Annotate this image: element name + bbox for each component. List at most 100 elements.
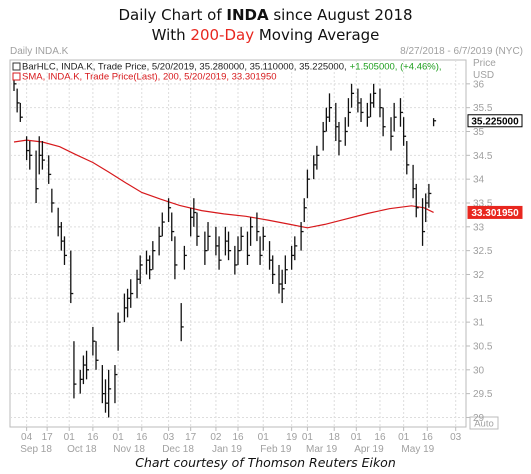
hlc-bar [382, 107, 386, 137]
x-month-label: Sep 18 [20, 444, 52, 455]
x-tick-label: 03 [450, 432, 462, 443]
y-tick-label: 33 [473, 222, 485, 233]
hlc-bar [240, 226, 244, 251]
hlc-bar [373, 83, 377, 108]
hlc-bar [218, 236, 222, 270]
hlc-bar [193, 198, 197, 227]
y-tick-label: 31.5 [473, 294, 493, 305]
x-tick-label: 18 [329, 432, 341, 443]
hlc-bar [101, 365, 105, 404]
x-tick-label: 03 [163, 432, 175, 443]
chart-date-range: 8/27/2018 - 6/7/2019 (NYC) [400, 46, 523, 57]
chart-title-line-1: Daily Chart of INDA since August 2018 [0, 6, 531, 24]
y-tick-label: 30.5 [473, 341, 493, 352]
hlc-bar [204, 231, 208, 265]
hlc-bar [183, 245, 187, 270]
x-tick-label: 01 [302, 432, 314, 443]
hlc-bar [25, 136, 30, 161]
legend-entry-bars: BarHLC, INDA.K, Trade Price, 5/20/2019, … [22, 62, 442, 73]
title-ticker: INDA [226, 6, 269, 24]
hlc-bar [130, 279, 134, 308]
y-axis-currency-label: USD [473, 70, 494, 81]
auto-scale-button[interactable] [469, 416, 499, 430]
legend-bars-change: +1.505000, (+4.46%), [350, 62, 442, 73]
hlc-bar [284, 255, 288, 285]
legend: BarHLC, INDA.K, Trade Price, 5/20/2019, … [12, 62, 442, 83]
hlc-bar [126, 288, 131, 318]
hlc-bar [57, 207, 61, 237]
price-tag-label: 35.225000 [471, 116, 519, 127]
hlc-bar [145, 250, 150, 275]
hlc-bar [399, 98, 403, 127]
hlc-bar [412, 164, 416, 199]
hlc-bar [171, 212, 175, 242]
hlc-bar [63, 236, 67, 265]
hlc-bar [207, 222, 211, 251]
hlc-bar [41, 141, 45, 170]
y-axis-price-label: Price [473, 58, 496, 69]
price-tags: 35.225000 33.301950 [467, 114, 523, 219]
y-tick-label: 34.5 [473, 151, 493, 162]
hlc-bar [406, 141, 410, 175]
x-tick-label: 01 [351, 432, 363, 443]
hlc-bar [360, 98, 364, 122]
y-tick-label: 29 [473, 413, 485, 424]
hlc-bar [246, 231, 250, 265]
hlc-bar [190, 207, 194, 237]
hlc-bar [357, 88, 361, 113]
hlc-bar [366, 102, 370, 127]
hlc-bar [167, 198, 172, 223]
hlc-bar [390, 117, 394, 151]
y-tick-label: 32 [473, 270, 485, 281]
x-tick-label: 17 [42, 432, 54, 443]
x-tick-label: 16 [136, 432, 148, 443]
x-tick-label: 16 [422, 432, 434, 443]
x-tick-label: 16 [232, 432, 244, 443]
hlc-bar [73, 341, 77, 399]
hlc-bar [278, 264, 282, 294]
hlc-bar [338, 121, 342, 156]
x-month-label: Feb 19 [260, 444, 292, 455]
auto-scale-label: Auto [474, 419, 494, 430]
hlc-bar [268, 241, 273, 270]
hlc-bar [249, 217, 254, 246]
hlc-bar [402, 117, 407, 146]
hlc-bar [421, 198, 426, 246]
y-tick-label: 33.5 [473, 198, 493, 209]
hlc-bar [335, 102, 339, 142]
hlc-bar [328, 93, 332, 122]
x-month-label: Oct 18 [67, 444, 97, 455]
legend-swatch-bars [12, 62, 21, 71]
title-highlight: 200-Day [190, 26, 255, 44]
title-suffix-1: since August 2018 [268, 6, 413, 24]
x-tick-label: 19 [286, 432, 298, 443]
hlc-bar [303, 198, 307, 223]
hlc-bar [290, 245, 295, 270]
x-tick-label: 01 [113, 432, 125, 443]
hlc-bar [123, 293, 127, 323]
x-tick-label: 04 [21, 432, 33, 443]
sma-200-line [13, 139, 434, 229]
hlc-bar [82, 355, 86, 385]
hlc-bar [117, 312, 121, 351]
hlc-bar [415, 183, 419, 218]
y-tick-label: 35 [473, 127, 485, 138]
hlc-bar [306, 169, 310, 199]
title-prefix-1: Daily Chart of [118, 6, 227, 24]
axes: Price USD Auto 29 29.5 30 30.5 31 31.5 32 32.5 3… [20, 58, 499, 455]
x-month-label: Apr 19 [354, 444, 384, 455]
hlc-bar [369, 93, 374, 118]
hlc-bars [13, 76, 437, 418]
y-tick-label: 36 [473, 79, 485, 90]
hlc-bar [300, 222, 304, 251]
x-tick-label: 01 [398, 432, 410, 443]
chart-credit: Chart courtesy of Thomson Reuters Eikon [135, 455, 396, 470]
y-tick-label: 29.5 [473, 389, 493, 400]
hlc-bar [104, 379, 108, 413]
hlc-bar [272, 255, 276, 285]
hlc-bar [92, 326, 96, 356]
x-tick-label: 16 [87, 432, 99, 443]
hlc-bar [237, 236, 241, 265]
x-tick-label: 01 [258, 432, 270, 443]
